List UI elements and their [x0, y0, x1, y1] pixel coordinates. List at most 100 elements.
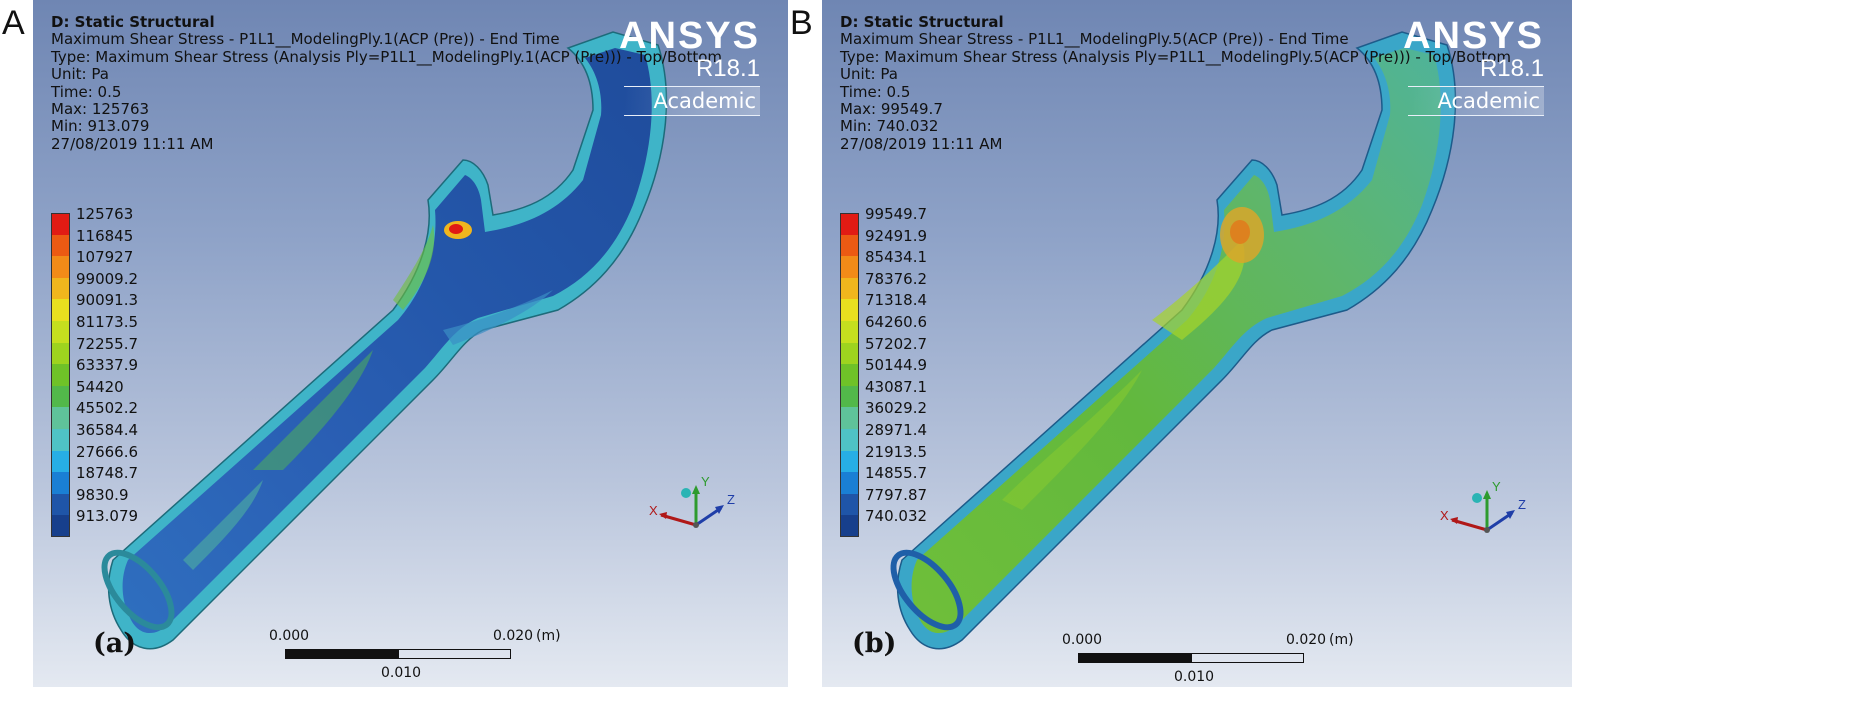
- legend-swatch: [51, 385, 70, 408]
- svg-text:Z: Z: [727, 492, 735, 507]
- legend-value: 28971.4: [865, 420, 928, 439]
- legend-value: 63337.9: [76, 356, 139, 375]
- result-info-a: D: Static Structural Maximum Shear Stres…: [51, 13, 722, 153]
- legend-value: 81173.5: [76, 312, 139, 331]
- legend-value: 21913.5: [865, 442, 928, 461]
- result-viewport-b[interactable]: D: Static Structural Maximum Shear Stres…: [822, 0, 1572, 687]
- legend-value: 27666.6: [76, 442, 139, 461]
- scale-unit: (m): [536, 628, 561, 644]
- result-info-b: D: Static Structural Maximum Shear Stres…: [840, 13, 1511, 153]
- legend-swatch: [51, 407, 70, 429]
- legend-value: 71318.4: [865, 291, 928, 310]
- legend-value: 116845: [76, 226, 134, 245]
- legend-swatch: [51, 428, 70, 451]
- info-line: Min: 913.079: [51, 117, 150, 136]
- legend-swatch: [51, 450, 70, 473]
- info-line: 27/08/2019 11:11 AM: [840, 134, 1003, 153]
- subfigure-label-a: (a): [93, 628, 137, 659]
- svg-text:Y: Y: [701, 474, 710, 489]
- legend-swatch: [840, 472, 859, 494]
- legend-value: 54420: [76, 377, 124, 396]
- ansys-logo: ANSYS R18.1 Academic: [1403, 16, 1544, 116]
- legend-swatch: [840, 428, 859, 451]
- ansys-logo: ANSYS R18.1 Academic: [619, 16, 760, 116]
- info-line: Time: 0.5: [51, 82, 122, 101]
- analysis-title: D: Static Structural: [840, 13, 1004, 31]
- scale-end: 0.020: [1286, 632, 1327, 648]
- svg-text:Y: Y: [1492, 479, 1501, 494]
- subfigure-label-b: (b): [852, 628, 897, 659]
- svg-text:X: X: [1440, 508, 1449, 523]
- stress-contour-model-b[interactable]: [822, 0, 1572, 687]
- legend-swatch: [51, 234, 70, 257]
- info-line: Maximum Shear Stress - P1L1__ModelingPly…: [51, 30, 560, 49]
- analysis-title: D: Static Structural: [51, 13, 215, 31]
- scale-start: 0.000: [1062, 632, 1103, 648]
- legend-swatch: [51, 256, 70, 278]
- legend-swatch: [51, 364, 70, 386]
- scale-bar-a: 0.000 0.020 (m) 0.010: [269, 628, 585, 687]
- legend-swatch: [840, 364, 859, 386]
- info-line: Min: 740.032: [840, 117, 939, 136]
- legend-swatch: [840, 277, 859, 300]
- legend-value: 72255.7: [76, 334, 139, 353]
- legend-swatch: [51, 320, 70, 343]
- legend-swatch: [840, 256, 859, 278]
- stress-contour-model-a[interactable]: [33, 0, 788, 687]
- legend-value: 85434.1: [865, 248, 928, 267]
- legend-value: 78376.2: [865, 269, 928, 288]
- legend-value: 92491.9: [865, 226, 928, 245]
- legend-swatch: [840, 213, 859, 235]
- legend-value: 99009.2: [76, 269, 139, 288]
- axis-triad-icon[interactable]: X Y Z: [1432, 475, 1542, 555]
- info-line: Unit: Pa: [840, 65, 898, 84]
- legend-value: 7797.87: [865, 485, 928, 504]
- axis-triad-icon[interactable]: X Y Z: [641, 470, 751, 550]
- legend-value: 50144.9: [865, 356, 928, 375]
- legend-swatch: [840, 320, 859, 343]
- info-line: Time: 0.5: [840, 82, 911, 101]
- legend-value: 125763: [76, 205, 134, 223]
- scale-mid: 0.010: [381, 665, 422, 681]
- result-viewport-a[interactable]: D: Static Structural Maximum Shear Stres…: [33, 0, 788, 687]
- scale-end: 0.020: [493, 628, 534, 644]
- info-line: Max: 125763: [51, 100, 150, 119]
- legend-value: 36029.2: [865, 399, 928, 418]
- legend-swatch: [51, 493, 70, 516]
- legend-swatch: [840, 450, 859, 473]
- legend-swatch: [840, 493, 859, 516]
- legend-swatch: [840, 407, 859, 429]
- legend-value: 14855.7: [865, 464, 928, 483]
- legend-swatch: [51, 277, 70, 300]
- legend-value: 913.079: [76, 507, 139, 526]
- legend-swatch: [840, 299, 859, 321]
- legend-value: 740.032: [865, 507, 928, 526]
- legend-swatch: [51, 213, 70, 235]
- info-line: Max: 99549.7: [840, 100, 943, 119]
- scale-bar-graphic: [285, 649, 511, 659]
- scale-mid: 0.010: [1174, 669, 1215, 685]
- scale-start: 0.000: [269, 628, 310, 644]
- info-line: 27/08/2019 11:11 AM: [51, 134, 214, 153]
- scale-bar-graphic: [1078, 653, 1304, 663]
- figure-letter-a: A: [2, 4, 25, 42]
- info-line: Maximum Shear Stress - P1L1__ModelingPly…: [840, 30, 1349, 49]
- info-line: Unit: Pa: [51, 65, 109, 84]
- legend-value: 57202.7: [865, 334, 928, 353]
- svg-text:Z: Z: [1518, 497, 1526, 512]
- legend-value: 107927: [76, 248, 134, 267]
- legend-swatch: [51, 472, 70, 494]
- legend-value: 9830.9: [76, 485, 129, 504]
- legend-value: 90091.3: [76, 291, 139, 310]
- legend-value: 43087.1: [865, 377, 928, 396]
- scale-unit: (m): [1329, 632, 1354, 648]
- legend-swatch: [840, 515, 859, 537]
- legend-value: 45502.2: [76, 399, 139, 418]
- figure-letter-b: B: [790, 4, 813, 42]
- legend-value: 36584.4: [76, 420, 139, 439]
- svg-text:X: X: [649, 503, 658, 518]
- legend-swatch: [840, 234, 859, 257]
- info-line: Type: Maximum Shear Stress (Analysis Ply…: [840, 47, 1511, 66]
- legend-swatch: [51, 299, 70, 321]
- info-line: Type: Maximum Shear Stress (Analysis Ply…: [51, 47, 722, 66]
